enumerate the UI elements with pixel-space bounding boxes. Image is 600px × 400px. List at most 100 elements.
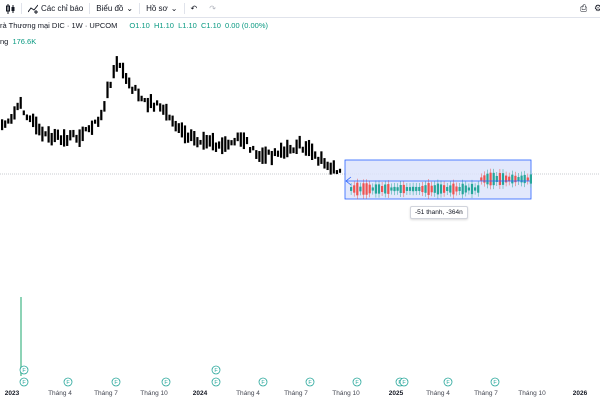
candle [273, 148, 276, 157]
candle [307, 139, 311, 157]
candle [329, 162, 332, 175]
candle [183, 125, 187, 144]
candle [152, 102, 156, 112]
event-marker[interactable] [63, 377, 73, 387]
candle [276, 150, 280, 157]
candle [317, 156, 320, 166]
candle [236, 132, 239, 142]
event-marker-label: F [214, 368, 218, 374]
candle [125, 73, 128, 84]
candle [171, 115, 174, 127]
event-marker[interactable] [352, 377, 362, 387]
candle [146, 97, 149, 113]
time-axis-label: 2025 [388, 390, 404, 397]
events-group: FFFFFFFFFFFFFF [19, 365, 500, 387]
event-marker-label: F [114, 380, 118, 386]
candle [224, 136, 227, 152]
candle [25, 114, 28, 121]
candle [128, 77, 131, 89]
candle [205, 134, 208, 149]
candle [199, 139, 202, 145]
candle [100, 109, 103, 121]
event-marker[interactable] [211, 365, 221, 375]
symbol-legend: rà Thương mại DIC · 1W · UPCOM O1.10 H1.… [0, 21, 270, 31]
candle [314, 151, 317, 159]
candle [56, 129, 59, 140]
candle [326, 161, 329, 171]
symbol-title: rà Thương mại DIC · 1W · UPCOM [0, 21, 118, 30]
undo-button[interactable]: ↶ [185, 0, 204, 17]
candle [298, 135, 301, 149]
candle [78, 129, 81, 147]
event-marker[interactable] [19, 377, 29, 387]
price-chart[interactable]: FFFFFFFFFFFFFF [0, 17, 600, 390]
event-marker[interactable] [19, 365, 29, 375]
profile-menu-button[interactable]: Hồ sơ ⌄ [140, 0, 183, 17]
open-value: O1.10 [129, 21, 150, 30]
candle [32, 113, 35, 128]
time-axis-label: 2024 [192, 390, 208, 397]
event-marker[interactable] [111, 377, 121, 387]
event-marker-label: F [261, 380, 265, 386]
event-marker[interactable] [161, 377, 171, 387]
redo-button[interactable]: ↷ [203, 0, 222, 17]
chart-menu-button[interactable]: Biểu đồ ⌄ [90, 0, 139, 17]
candle [174, 120, 177, 132]
candle [280, 142, 283, 158]
candles-group [1, 56, 342, 175]
event-marker[interactable] [305, 377, 315, 387]
indicators-button[interactable]: Các chỉ báo [22, 0, 89, 17]
event-marker[interactable] [258, 377, 268, 387]
candle [255, 150, 258, 159]
settings-icon[interactable]: ⚙ [594, 3, 600, 13]
event-marker-label: F [214, 380, 218, 386]
indicators-icon [28, 4, 38, 14]
candle [13, 106, 16, 120]
candle [7, 118, 10, 124]
redo-icon: ↷ [209, 4, 216, 13]
candle [242, 132, 245, 150]
time-axis-label: Tháng 4 [48, 390, 72, 397]
candle [94, 119, 97, 124]
event-marker[interactable] [399, 377, 409, 387]
volume-bar [20, 297, 22, 376]
candle [208, 135, 211, 147]
candle [50, 132, 53, 146]
candle [233, 137, 236, 146]
candle [320, 151, 323, 164]
candle [149, 94, 152, 109]
candle [311, 143, 314, 161]
candle [180, 122, 183, 138]
chart-menu-label: Biểu đồ [96, 4, 124, 13]
candle-style-button[interactable] [0, 0, 21, 17]
time-axis-label: Tháng 4 [236, 390, 260, 397]
candle [270, 150, 273, 166]
candle [177, 123, 180, 134]
candle [267, 149, 270, 155]
event-marker[interactable] [211, 377, 221, 387]
event-marker[interactable] [490, 377, 500, 387]
snapshot-icon[interactable]: ⎙ [580, 3, 588, 13]
time-axis-label: 2026 [572, 390, 588, 397]
candle [75, 134, 78, 143]
event-marker-label: F [66, 380, 70, 386]
candle [131, 86, 134, 94]
chevron-down-icon: ⌄ [170, 4, 178, 13]
candle [140, 95, 143, 102]
candle [19, 96, 22, 109]
candle [286, 139, 289, 158]
volume-value: 176.6K [12, 37, 37, 46]
candle [264, 146, 267, 164]
indicators-label: Các chỉ báo [41, 4, 84, 13]
candle [44, 131, 47, 137]
candle [66, 135, 69, 146]
toolbar-separator [21, 3, 22, 14]
candle [35, 116, 38, 135]
candle [230, 140, 233, 146]
candle [211, 132, 214, 151]
candle [143, 97, 146, 103]
candle [4, 120, 7, 128]
undo-icon: ↶ [190, 4, 198, 13]
event-marker[interactable] [443, 377, 453, 387]
candle [10, 114, 13, 124]
